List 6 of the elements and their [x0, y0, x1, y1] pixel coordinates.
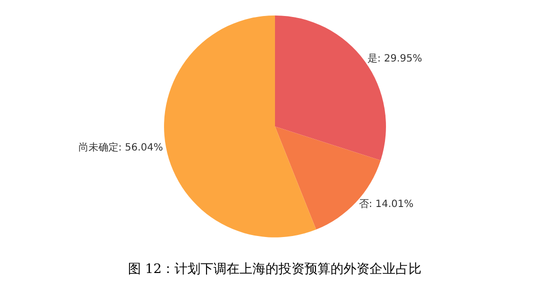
slice-label: 尚未确定: 56.04%: [78, 142, 164, 154]
slice-label: 否: 14.01%: [358, 199, 414, 210]
pie-slice: [275, 15, 386, 160]
slice-label: 是: 29.95%: [367, 54, 422, 65]
pie-slice: [164, 15, 316, 238]
caption: 图 12：计划下调在上海的投资预算的外资企业占比: [128, 262, 422, 277]
